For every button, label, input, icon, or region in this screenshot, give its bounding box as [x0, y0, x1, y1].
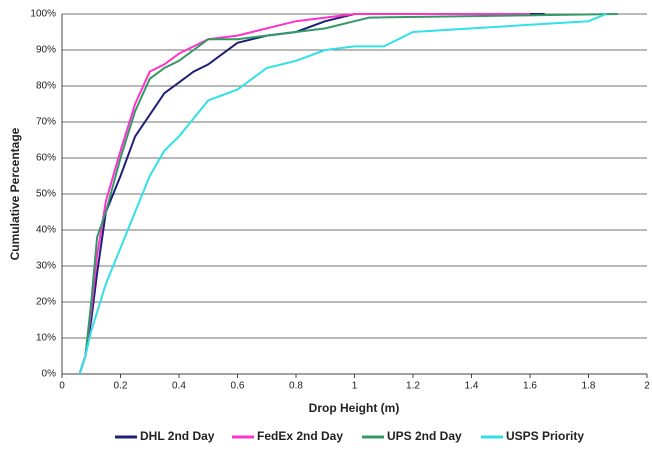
- y-tick-label: 60%: [36, 153, 56, 164]
- x-axis-label: Drop Height (m): [309, 401, 400, 415]
- legend-label: UPS 2nd Day: [387, 429, 462, 443]
- y-tick-label: 10%: [36, 333, 56, 344]
- series-line: [78, 13, 607, 375]
- y-tick-label: 70%: [36, 117, 56, 128]
- y-tick-label: 100%: [30, 9, 56, 20]
- legend-label: USPS Priority: [506, 429, 584, 443]
- x-tick-label: 0.8: [289, 381, 303, 392]
- y-tick-label: 40%: [36, 225, 56, 236]
- y-tick-label: 30%: [36, 261, 56, 272]
- y-tick-label: 50%: [36, 189, 56, 200]
- x-tick-label: 1.2: [406, 381, 420, 392]
- y-axis-label: Cumulative Percentage: [8, 127, 22, 260]
- x-tick-label: 1.4: [465, 381, 479, 392]
- series-line: [78, 13, 618, 375]
- series-line: [78, 13, 530, 375]
- x-tick-label: 0.4: [172, 381, 186, 392]
- legend-label: FedEx 2nd Day: [257, 429, 343, 443]
- legend-label: DHL 2nd Day: [140, 429, 215, 443]
- x-tick-label: 1.8: [582, 381, 596, 392]
- x-tick-label: 1.6: [523, 381, 537, 392]
- y-tick-label: 90%: [36, 45, 56, 56]
- y-tick-label: 20%: [36, 297, 56, 308]
- x-tick-label: 0.6: [231, 381, 245, 392]
- x-tick-label: 1: [352, 381, 358, 392]
- y-tick-label: 0%: [42, 369, 57, 380]
- x-tick-label: 0.2: [114, 381, 128, 392]
- x-tick-label: 2: [644, 381, 650, 392]
- y-tick-label: 80%: [36, 81, 56, 92]
- x-tick-label: 0: [59, 381, 65, 392]
